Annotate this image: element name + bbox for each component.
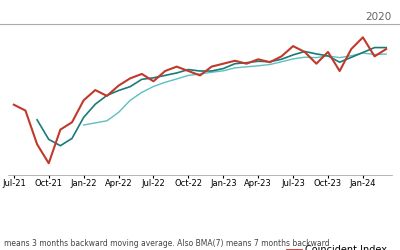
Legend: Coincident Index, BMA(3), BMA(7): Coincident Index, BMA(3), BMA(7): [287, 245, 387, 250]
Text: means 3 months backward moving average. Also BMA(7) means 7 months backward: means 3 months backward moving average. …: [4, 238, 330, 248]
Text: 2020: 2020: [366, 12, 392, 22]
